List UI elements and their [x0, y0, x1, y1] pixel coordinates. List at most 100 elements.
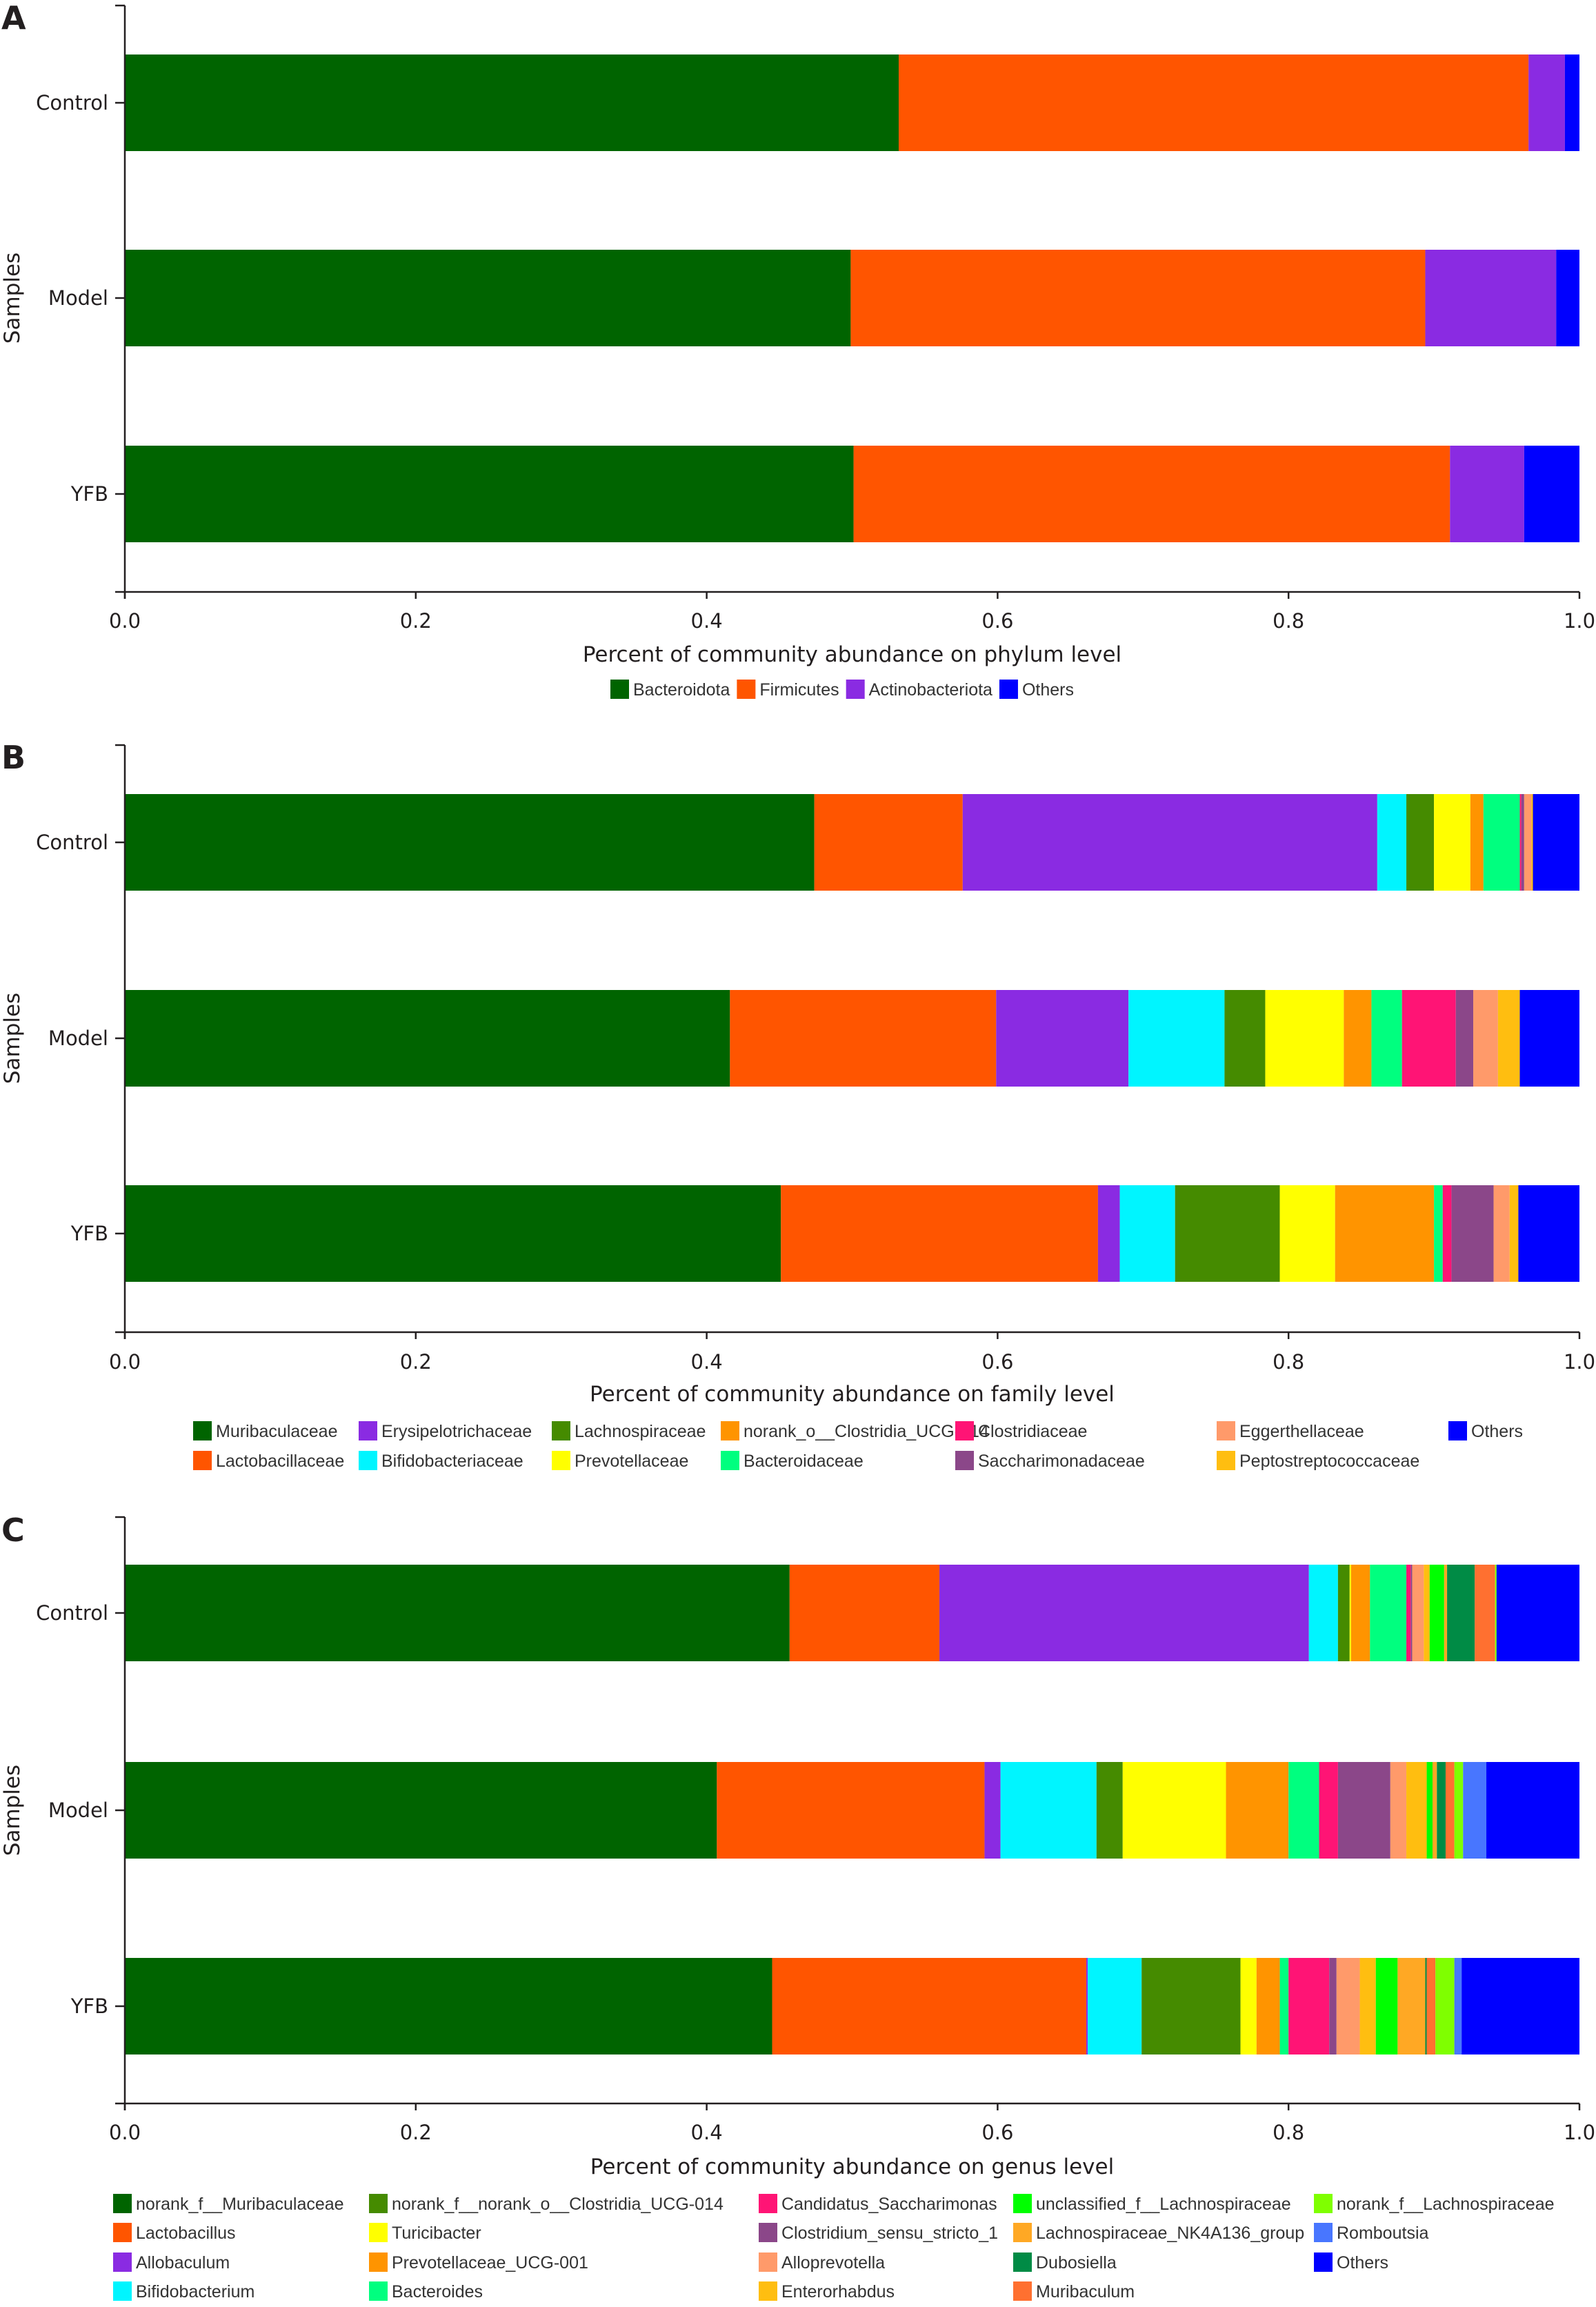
legend-label-enterorhabdus: Enterorhabdus: [781, 2282, 895, 2301]
legend-swatch-clostridiaceae: [955, 1421, 974, 1440]
legend-label-allobaculum: Allobaculum: [136, 2253, 230, 2273]
bar-segment-model-allobaculum: [984, 1762, 1001, 1859]
y-axis-title: Samples: [0, 1765, 25, 1856]
bar-segment-control-norank-f-muribaculaceae: [125, 1565, 790, 1661]
bar-segment-yfb-romboutsia: [1454, 1958, 1462, 2054]
legend-swatch-lachnospiraceae-nk4a136-group: [1013, 2223, 1032, 2242]
legend-label-norank-f-muribaculaceae: norank_f__Muribaculaceae: [136, 2195, 344, 2214]
bar-segment-control-bifidobacteriaceae: [1377, 794, 1407, 891]
legend-swatch-prevotellaceae: [552, 1451, 570, 1470]
bar-segment-control-unclassified-f-lachnospiraceae: [1429, 1565, 1444, 1661]
legend-label-lactobacillus: Lactobacillus: [136, 2224, 236, 2243]
legend-label-others: Others: [1022, 680, 1074, 700]
legend-swatch-actinobacteriota: [846, 680, 865, 699]
legend-label-bifidobacteriaceae: Bifidobacteriaceae: [381, 1452, 523, 1471]
bar-segment-model-muribaculum: [1445, 1762, 1455, 1859]
legend-label-prevotellaceae: Prevotellaceae: [575, 1452, 688, 1471]
legend-swatch-bacteroidaceae: [721, 1451, 739, 1470]
legend-label-norank-o-clostridia-ucg-014: norank_o__Clostridia_UCG-014: [744, 1422, 989, 1441]
bar-segment-yfb-prevotellaceae: [1279, 1185, 1335, 1282]
x-tick-label: 0.2: [400, 2121, 432, 2144]
bar-segment-control-candidatus-saccharimonas: [1406, 1565, 1411, 1661]
bar-segment-yfb-others: [1524, 446, 1579, 542]
legend-label-norank-f-norank-o-clostridia-ucg-014: norank_f__norank_o__Clostridia_UCG-014: [392, 2195, 724, 2214]
legend-label-prevotellaceae-ucg-001: Prevotellaceae_UCG-001: [392, 2253, 588, 2273]
bar-segment-control-bacteroidaceae: [1483, 794, 1520, 891]
legend-label-others: Others: [1337, 2253, 1388, 2273]
bar-segment-yfb-enterorhabdus: [1359, 1958, 1376, 2054]
bar-segment-model-muribaculaceae: [125, 990, 730, 1087]
bar-segment-model-norank-f-norank-o-clostridia-ucg-014: [1096, 1762, 1123, 1859]
bar-segment-model-others: [1556, 250, 1579, 346]
legend-label-bacteroidota: Bacteroidota: [633, 680, 730, 700]
bar-segment-yfb-norank-o-clostridia-ucg-014: [1335, 1185, 1435, 1282]
bar-segment-control-firmicutes: [898, 55, 1529, 151]
legend-swatch-lachnospiraceae: [552, 1421, 570, 1440]
y-axis-title: Samples: [0, 993, 25, 1084]
bar-segment-control-turicibacter: [1349, 1565, 1351, 1661]
bar-segment-model-clostridium-sensu-stricto-1: [1337, 1762, 1390, 1859]
legend-label-eggerthellaceae: Eggerthellaceae: [1239, 1422, 1364, 1441]
bar-segment-model-actinobacteriota: [1425, 250, 1557, 346]
bar-segment-model-erysipelotrichaceae: [996, 990, 1129, 1087]
bar-segment-yfb-clostridium-sensu-stricto-1: [1329, 1958, 1337, 2054]
x-tick-label: 1.0: [1564, 1350, 1595, 1374]
legend-swatch-allobaculum: [113, 2252, 132, 2272]
legend-label-clostridiaceae: Clostridiaceae: [978, 1422, 1087, 1441]
x-tick-label: 0.0: [109, 609, 141, 633]
bar-segment-model-others: [1519, 990, 1579, 1087]
bar-segment-yfb-bifidobacteriaceae: [1119, 1185, 1175, 1282]
panel-label-c: C: [1, 1512, 25, 1549]
legend-label-others: Others: [1471, 1422, 1523, 1441]
y-tick-label-model: Model: [48, 286, 108, 310]
legend-swatch-muribaculum: [1013, 2281, 1032, 2301]
bar-segment-yfb-firmicutes: [853, 446, 1450, 542]
legend-swatch-clostridium-sensu-stricto-1: [759, 2223, 777, 2242]
y-tick-label-control: Control: [36, 91, 108, 115]
panel-label-b: B: [1, 739, 26, 776]
bar-segment-yfb-lachnospiraceae-nk4a136-group: [1397, 1958, 1426, 2054]
y-tick-label-control: Control: [36, 1601, 108, 1625]
bar-segment-yfb-clostridiaceae: [1442, 1185, 1452, 1282]
bar-segment-control-others: [1533, 794, 1579, 891]
legend-swatch-bacteroides: [369, 2281, 388, 2301]
legend-swatch-norank-f-lachnospiraceae: [1314, 2194, 1333, 2213]
legend-swatch-turicibacter: [369, 2223, 388, 2242]
legend-label-firmicutes: Firmicutes: [759, 680, 839, 700]
bar-segment-model-firmicutes: [850, 250, 1426, 346]
bar-segment-yfb-candidatus-saccharimonas: [1288, 1958, 1330, 2054]
bar-segment-model-norank-f-lachnospiraceae: [1454, 1762, 1464, 1859]
legend-label-romboutsia: Romboutsia: [1337, 2224, 1428, 2243]
bar-segment-yfb-bifidobacterium: [1088, 1958, 1142, 2054]
legend-swatch-eggerthellaceae: [1217, 1421, 1235, 1440]
bar-segment-control-erysipelotrichaceae: [962, 794, 1377, 891]
bar-segment-model-others: [1486, 1762, 1579, 1859]
bar-segment-model-bifidobacterium: [1000, 1762, 1097, 1859]
y-tick-label-yfb: YFB: [70, 1222, 108, 1245]
legend-swatch-norank-f-norank-o-clostridia-ucg-014: [369, 2194, 388, 2213]
x-tick-label: 0.0: [109, 1350, 141, 1374]
y-tick-label-model: Model: [48, 1027, 108, 1050]
bar-segment-model-lachnospiraceae-nk4a136-group: [1432, 1762, 1437, 1859]
bar-segment-yfb-dubosiella: [1425, 1958, 1427, 2054]
x-tick-label: 0.8: [1273, 609, 1304, 633]
legend-swatch-enterorhabdus: [759, 2281, 777, 2301]
bar-segment-yfb-peptostreptococcaceae: [1509, 1185, 1519, 1282]
bar-segment-yfb-erysipelotrichaceae: [1097, 1185, 1120, 1282]
x-tick-label: 1.0: [1564, 2121, 1595, 2144]
bar-segment-control-clostridiaceae: [1519, 794, 1522, 891]
x-axis-title: Percent of community abundance on genus …: [590, 2155, 1114, 2179]
legend-swatch-others: [999, 680, 1018, 699]
bar-segment-model-unclassified-f-lachnospiraceae: [1426, 1762, 1433, 1859]
bar-segment-control-lachnospiraceae: [1406, 794, 1435, 891]
x-tick-label: 0.8: [1273, 2121, 1304, 2144]
x-tick-label: 0.2: [400, 1350, 432, 1374]
bar-segment-model-bacteroidota: [125, 250, 851, 346]
legend-swatch-dubosiella: [1013, 2252, 1032, 2272]
legend-swatch-others: [1448, 1421, 1467, 1440]
bar-segment-yfb-eggerthellaceae: [1493, 1185, 1510, 1282]
legend-label-norank-f-lachnospiraceae: norank_f__Lachnospiraceae: [1337, 2195, 1555, 2214]
bar-segment-control-prevotellaceae: [1434, 794, 1470, 891]
bar-segment-yfb-muribaculum: [1426, 1958, 1436, 2054]
